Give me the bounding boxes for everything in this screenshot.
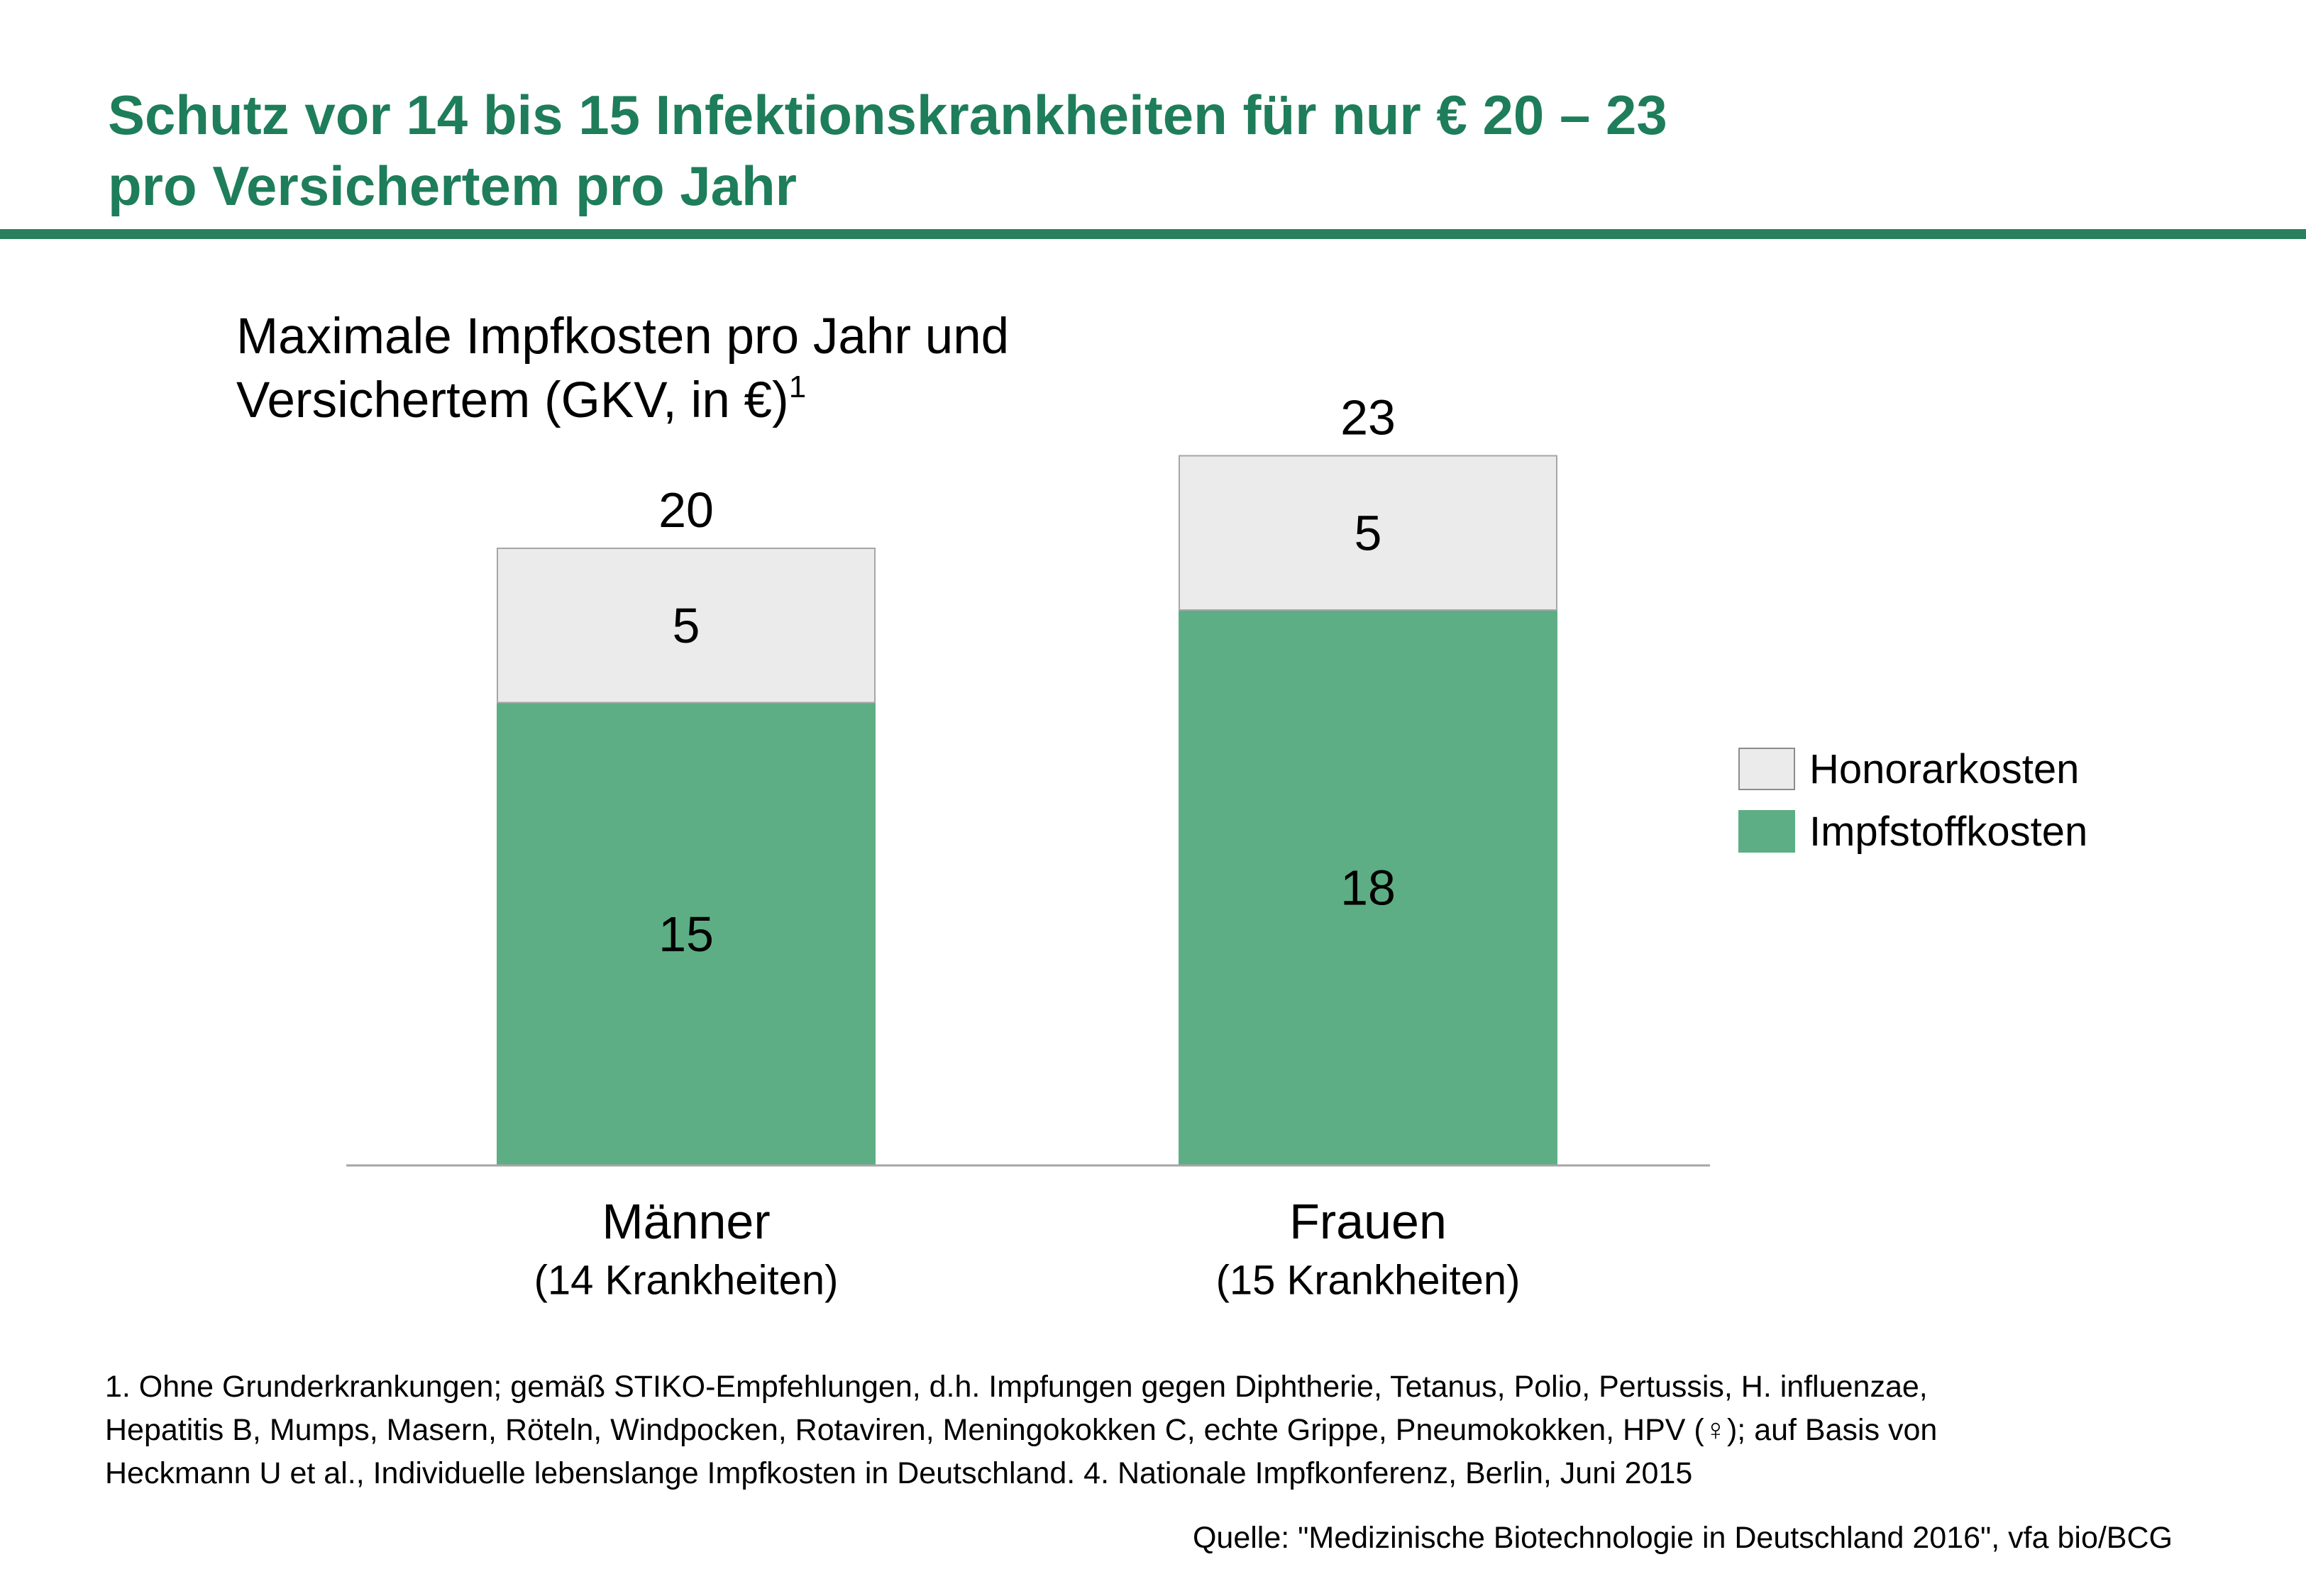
chart-title-line-1: Maximale Impfkosten pro Jahr und [236,309,1010,365]
footnote-line-3: Heckmann U et al., Individuelle lebensla… [105,1456,1693,1490]
bar-honorarkosten-1 [497,548,876,704]
category-sublabel-1: (14 Krankheiten) [534,1258,839,1304]
page-title: Schutz vor 14 bis 15 Infektionskrankheit… [108,79,2236,221]
data-label-total-1: 20 [658,482,714,538]
page-title-line-2: pro Versichertem pro Jahr [108,155,798,217]
source-note: Quelle: "Medizinische Biotechnologie in … [1192,1521,2173,1555]
footnote: 1. Ohne Grunderkrankungen; gemäß STIKO-E… [105,1365,1937,1495]
data-label-impfstoffkosten-2: 18 [1340,860,1396,916]
legend-swatch-impfstoffkosten [1738,810,1795,853]
labels-group: 15 5 20 Männer (14 Krankheiten) 18 5 23 Frauen (1… [534,390,1521,1304]
footnote-line-1: 1. Ohne Grunderkrankungen; gemäß STIKO-E… [105,1370,1928,1404]
chart-title-line-2: Versichertem (GKV, in €)1 [236,369,1009,433]
legend-label-impfstoffkosten: Impfstoffkosten [1809,808,2088,855]
legend-label-honorarkosten: Honorarkosten [1809,746,2080,792]
page-title-line-1: Schutz vor 14 bis 15 Infektionskrankheit… [108,84,1667,146]
category-sublabel-2: (15 Krankheiten) [1216,1258,1521,1304]
data-label-impfstoffkosten-1: 15 [658,907,714,962]
data-label-honorarkosten-1: 5 [673,598,700,653]
chart-title-footnote-marker: 1 [788,370,807,404]
bars-group [497,455,1557,1166]
title-divider [0,229,2306,239]
data-label-honorarkosten-2: 5 [1355,505,1382,560]
chart-title-line-2-text: Versichertem (GKV, in €) [236,372,789,428]
bar-impfstoffkosten-2 [1179,609,1557,1166]
legend: Honorarkosten Impfstoffkosten [1738,738,2087,863]
data-label-total-2: 23 [1340,390,1396,445]
chart-title: Maximale Impfkosten pro Jahr und Versich… [236,305,1009,433]
footnote-line-2: Hepatitis B, Mumps, Masern, Röteln, Wind… [105,1413,1938,1447]
category-label-2: Frauen [1289,1194,1447,1249]
bar-impfstoffkosten-1 [497,702,876,1166]
category-label-1: Männer [602,1194,770,1249]
legend-item-honorarkosten: Honorarkosten [1738,738,2087,800]
legend-item-impfstoffkosten: Impfstoffkosten [1738,800,2087,863]
bar-honorarkosten-2 [1179,455,1557,611]
legend-swatch-honorarkosten [1738,748,1795,790]
